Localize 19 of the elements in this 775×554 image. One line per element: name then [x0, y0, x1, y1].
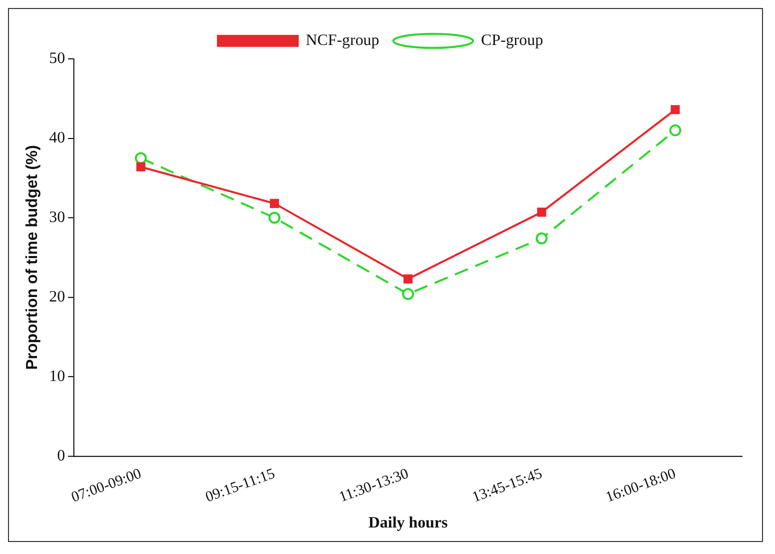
legend-label: NCF-group — [306, 32, 380, 50]
y-tick-label: 10 — [49, 368, 66, 385]
point — [402, 288, 414, 300]
point — [268, 212, 280, 224]
y-tick-label: 0 — [57, 447, 66, 464]
y-tick-label: 40 — [49, 129, 66, 146]
point — [404, 274, 413, 284]
x-axis-title: Daily hours — [368, 514, 448, 532]
y-tick-label: 20 — [49, 288, 66, 306]
point — [136, 162, 146, 172]
legend-label: CP-group — [481, 32, 544, 50]
point — [669, 124, 682, 136]
point — [537, 208, 546, 217]
point — [536, 232, 548, 244]
point — [670, 105, 680, 114]
point — [270, 198, 279, 208]
y-axis-title: Proportion of time budget (%) — [24, 145, 41, 370]
y-tick-label: 30 — [49, 208, 66, 226]
y-tick-label: 50 — [49, 50, 66, 67]
